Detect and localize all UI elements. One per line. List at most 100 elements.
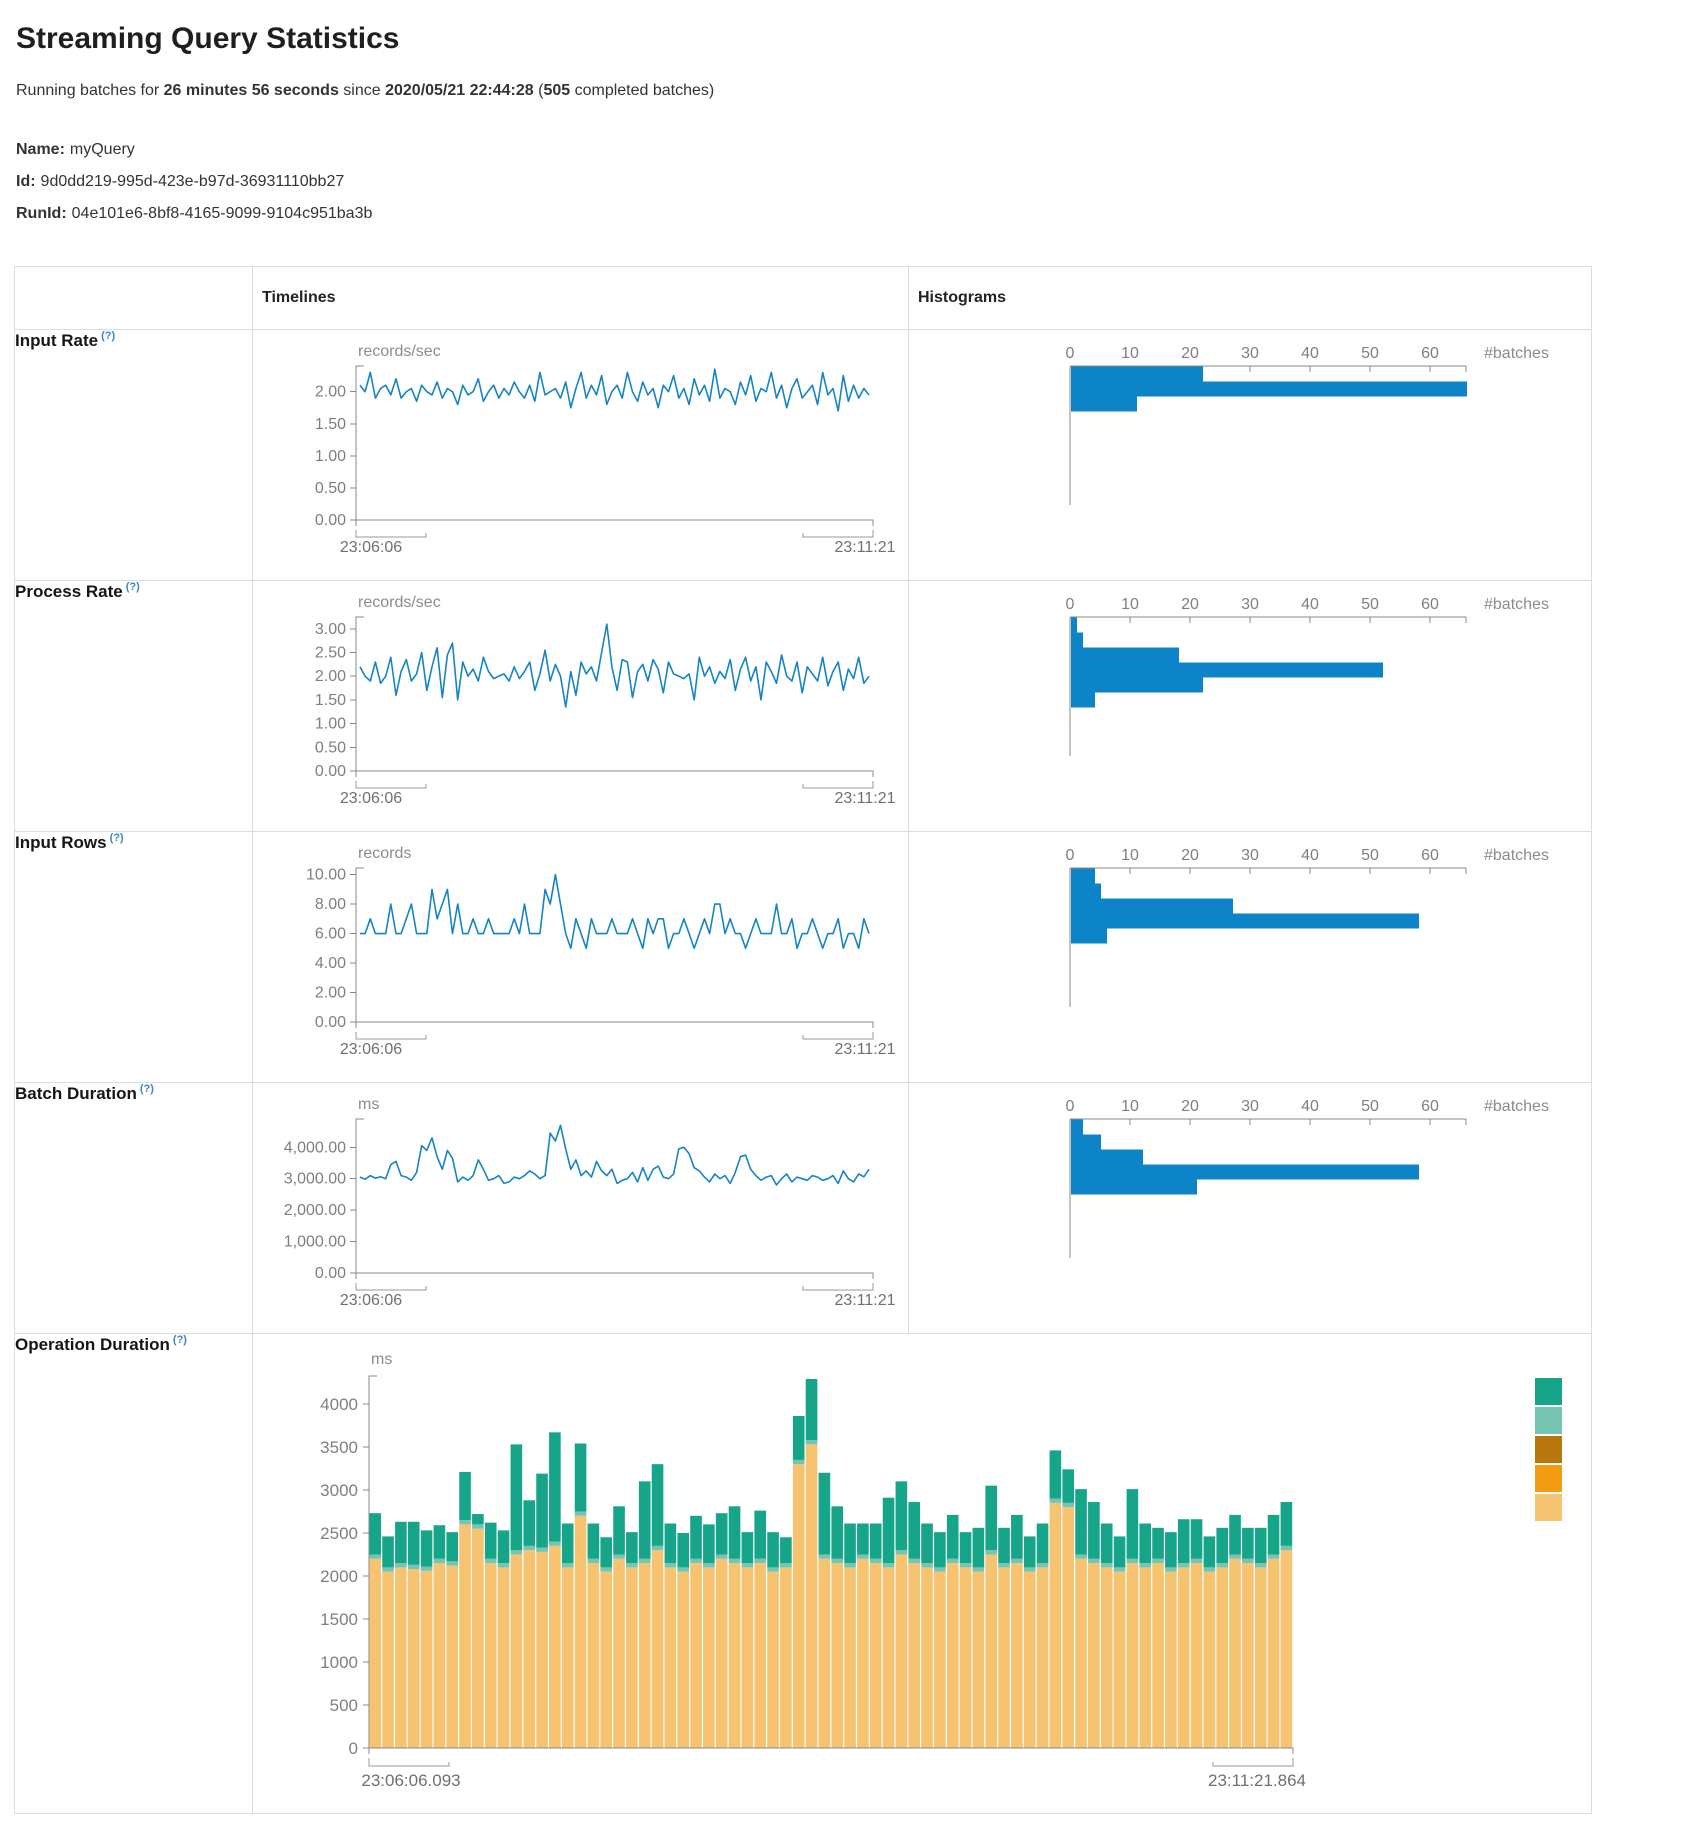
axis-path: [355, 519, 874, 526]
operation-duration-chart-cell: ms 0 500 1000 1500 2000 2500 3000 3500 4000 23:06:…: [252, 1333, 1592, 1814]
batches-axis-label: #batches: [1484, 1098, 1549, 1115]
stacked-bar-segment-tan: [446, 1565, 459, 1748]
stacked-bar-segment-light-teal: [844, 1563, 856, 1568]
help-icon[interactable]: (?): [139, 1083, 154, 1095]
stacked-bar-segment-tan: [587, 1563, 600, 1748]
legend-swatch: [1535, 1407, 1562, 1434]
y-tick-label: 4.00: [315, 955, 346, 972]
table-row: Batch Duration (?) ms 0.00 1,000.00 2,000.00…: [14, 1082, 1592, 1334]
page-title: Streaming Query Statistics: [16, 22, 400, 55]
stacked-bar-segment-tan: [1126, 1563, 1139, 1748]
stacked-bar-segment-light-teal: [369, 1554, 382, 1559]
legend-swatch: [1535, 1378, 1562, 1405]
stacked-bar-segment-green: [792, 1416, 805, 1460]
query-runid-label: RunId:: [16, 205, 67, 222]
stacked-bar-segment-tan: [1203, 1571, 1216, 1748]
unit-label: records/sec: [358, 594, 441, 611]
histogram-svg: 0 10 20 30 40 50 60 #batches: [1066, 596, 1549, 756]
stacked-bar-segment-light-teal: [1023, 1567, 1036, 1572]
stacked-bar-segment-green: [1036, 1523, 1049, 1564]
stacked-bar-segment-tan: [613, 1558, 625, 1748]
stacked-bar-segment-green: [613, 1506, 625, 1555]
stacked-bar-segment-tan: [715, 1558, 728, 1748]
stacked-bar-segment-light-teal: [1203, 1567, 1216, 1572]
stacked-bar-segment-green: [459, 1471, 471, 1521]
status-line: Running batches for 26 minutes 56 second…: [16, 82, 1693, 100]
stacked-bar-segment-green: [626, 1532, 638, 1564]
process-rate-timeline-chart: records/sec 0.00 0.50 1.00 1.50 2.00 2.50 3.00 2…: [253, 581, 908, 816]
stacked-bar-segment-light-teal: [1075, 1554, 1087, 1559]
stacked-bar-segment-tan: [908, 1563, 921, 1748]
stacked-bar-segment-light-teal: [1011, 1558, 1023, 1564]
y-tick-label: 2000: [320, 1567, 358, 1586]
help-icon[interactable]: (?): [109, 832, 124, 844]
stacked-bar-segment-green: [946, 1514, 959, 1559]
stacked-bar-segment-green: [1242, 1527, 1254, 1559]
stacked-bar-segment-light-teal: [818, 1554, 831, 1559]
stacked-bar-segment-green: [446, 1532, 459, 1562]
x-start-label: 23:06:06.093: [361, 1771, 460, 1790]
legend-swatch: [1535, 1465, 1562, 1492]
help-icon[interactable]: (?): [172, 1334, 187, 1346]
stacked-bar-segment-light-teal: [1036, 1563, 1049, 1568]
stacked-bar-segment-green: [998, 1527, 1010, 1564]
stacked-bar-segment-light-teal: [1126, 1558, 1139, 1564]
help-icon[interactable]: (?): [101, 330, 116, 342]
stacked-bar-segment-tan: [921, 1567, 933, 1748]
stacked-bar-segment-green: [382, 1536, 394, 1568]
axis-path: [802, 1283, 874, 1291]
stacked-bar-segment-green: [407, 1521, 420, 1565]
stacked-bar-segment-light-teal: [574, 1511, 587, 1516]
query-info: Name: myQuery Id: 9d0dd219-995d-423e-b97d-…: [16, 134, 1693, 230]
stacked-bar-segment-light-teal: [934, 1567, 946, 1572]
x-tick-label: 10: [1121, 1098, 1139, 1115]
stacked-bar-segment-light-teal: [1190, 1558, 1203, 1564]
axis-path: [355, 1032, 427, 1040]
stacked-bar-segment-green: [561, 1523, 574, 1564]
x-end-label: 23:11:21: [834, 790, 895, 807]
stacked-bar-segment-tan: [1113, 1571, 1126, 1748]
stacked-bar-segment-light-teal: [484, 1558, 497, 1564]
stacked-bar-segment-light-teal: [561, 1563, 574, 1568]
y-tick-label: 2500: [320, 1524, 358, 1543]
stacked-bar-segment-light-teal: [613, 1554, 625, 1559]
stacked-bar-segment-tan: [497, 1567, 510, 1748]
stacked-bar-segment-light-teal: [767, 1567, 779, 1572]
y-tick-label: 2.50: [315, 645, 346, 662]
stacked-bar-segment-green: [882, 1497, 895, 1564]
stacked-bar-segment-green: [895, 1481, 908, 1551]
stacked-bar-segment-tan: [677, 1571, 690, 1748]
axis-path: [355, 1283, 427, 1291]
stacked-bar-segment-tan: [395, 1567, 407, 1748]
stacked-bar-segment-tan: [857, 1558, 869, 1748]
histogram-bar: [1071, 366, 1203, 382]
stacked-bar-segment-tan: [703, 1567, 715, 1748]
y-tick-label: 0.50: [315, 739, 346, 756]
stacked-bar-segment-tan: [407, 1569, 420, 1748]
stacked-bar-segment-light-teal: [972, 1567, 985, 1572]
axis-path: [802, 530, 874, 538]
stacked-bar-segment-light-teal: [1062, 1502, 1075, 1508]
x-tick-label: 30: [1241, 596, 1259, 613]
stacked-bar-segment-green: [831, 1506, 844, 1559]
x-tick-label: 40: [1301, 847, 1319, 864]
stacked-bar-segment-light-teal: [690, 1558, 702, 1564]
stacked-bar-segment-tan: [626, 1567, 638, 1748]
stacked-bar-segment-green: [780, 1537, 792, 1564]
stacked-bar-segment-tan: [1242, 1563, 1254, 1748]
stacked-bar-segment-green: [1216, 1527, 1229, 1564]
stacked-bar-segment-green: [1139, 1523, 1152, 1564]
x-tick-label: 20: [1181, 596, 1199, 613]
x-tick-label: 40: [1301, 596, 1319, 613]
x-end-label: 23:11:21: [834, 1041, 895, 1058]
statistics-table: Timelines Histograms Input Rate (?) recor…: [14, 266, 1592, 1814]
stacked-bar-segment-green: [1280, 1502, 1293, 1546]
stacked-bar-segment-tan: [869, 1563, 882, 1748]
help-icon[interactable]: (?): [125, 581, 140, 593]
y-tick-label: 4,000.00: [284, 1139, 346, 1156]
x-start-label: 23:06:06: [340, 790, 402, 807]
x-tick-label: 0: [1066, 596, 1075, 613]
stacked-bar-segment-green: [1203, 1536, 1216, 1568]
x-tick-label: 60: [1421, 1098, 1439, 1115]
